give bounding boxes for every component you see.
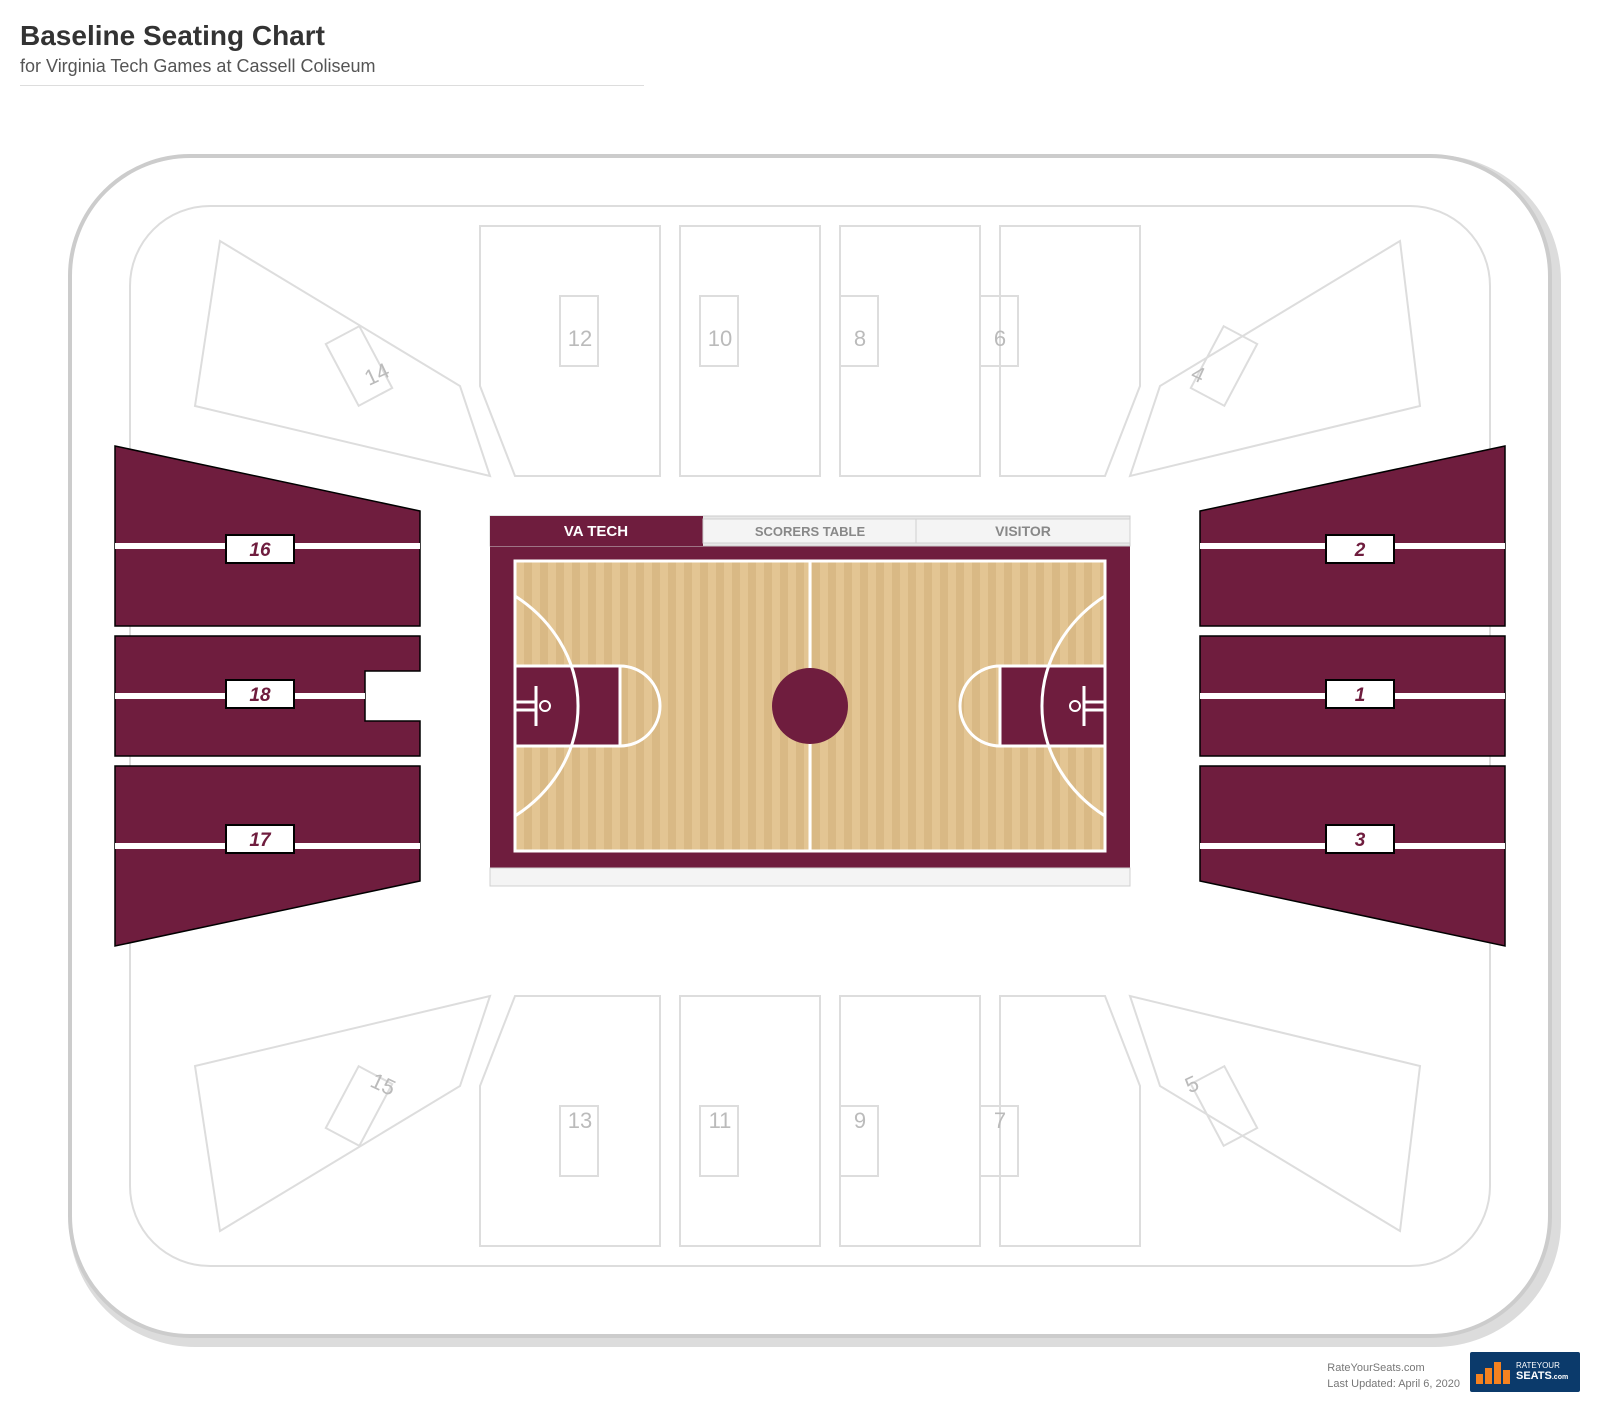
svg-text:18: 18 — [249, 685, 271, 706]
scorers-label: SCORERS TABLE — [755, 524, 866, 539]
logo-bars-icon — [1476, 1360, 1510, 1384]
footer-text: RateYourSeats.com Last Updated: April 6,… — [1327, 1361, 1460, 1392]
home-label: VA TECH — [564, 523, 628, 540]
svg-text:2: 2 — [1354, 540, 1366, 561]
svg-text:3: 3 — [1355, 830, 1366, 851]
chart-title: Baseline Seating Chart — [20, 20, 1580, 52]
center-circle — [772, 668, 848, 744]
section-label-12[interactable]: 12 — [568, 326, 592, 351]
footer-logo: RATEYOUR SEATS.com — [1470, 1352, 1580, 1392]
section-plate-18[interactable]: 18 — [226, 680, 294, 708]
section-label-13[interactable]: 13 — [568, 1108, 592, 1133]
bench-bottom — [490, 868, 1130, 886]
section-plate-3[interactable]: 3 — [1326, 825, 1394, 853]
footer-updated: Last Updated: April 6, 2020 — [1327, 1377, 1460, 1392]
arena-chart: 121086 144 131197 155 161817 213 VA TECH… — [20, 106, 1580, 1386]
logo-text: RATEYOUR SEATS.com — [1516, 1361, 1568, 1384]
section-plate-2[interactable]: 2 — [1326, 535, 1394, 563]
right-paint — [1000, 666, 1105, 746]
left-paint — [515, 666, 620, 746]
section-label-9[interactable]: 9 — [854, 1108, 866, 1133]
court: VA TECH SCORERS TABLE VISITOR — [490, 516, 1130, 886]
footer-site: RateYourSeats.com — [1327, 1361, 1460, 1376]
arena-svg: 121086 144 131197 155 161817 213 VA TECH… — [20, 106, 1580, 1386]
divider — [20, 85, 644, 86]
chart-subtitle: for Virginia Tech Games at Cassell Colis… — [20, 56, 1580, 77]
section-label-11[interactable]: 11 — [709, 1108, 732, 1133]
section-label-6[interactable]: 6 — [994, 326, 1006, 351]
section-label-8[interactable]: 8 — [854, 326, 866, 351]
section-plate-1[interactable]: 1 — [1326, 680, 1394, 708]
section-plate-17[interactable]: 17 — [226, 825, 294, 853]
visitor-label: VISITOR — [995, 523, 1051, 539]
section-plate-16[interactable]: 16 — [226, 535, 294, 563]
svg-text:1: 1 — [1355, 685, 1366, 706]
svg-text:17: 17 — [249, 830, 272, 851]
section-label-7[interactable]: 7 — [994, 1108, 1006, 1133]
chart-header: Baseline Seating Chart for Virginia Tech… — [20, 20, 1580, 86]
section-label-10[interactable]: 10 — [708, 326, 732, 351]
svg-text:16: 16 — [249, 540, 271, 561]
